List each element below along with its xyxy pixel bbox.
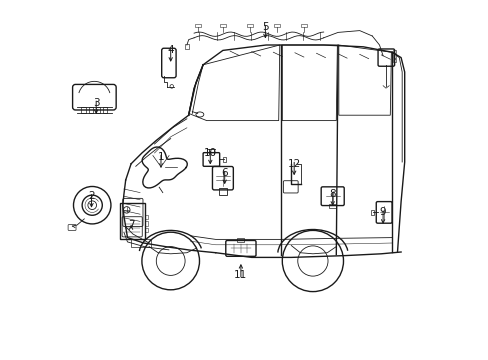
Text: 5: 5	[262, 22, 268, 32]
Text: 11: 11	[234, 270, 247, 280]
Text: 9: 9	[379, 207, 386, 217]
Text: 6: 6	[221, 168, 227, 178]
Bar	[328, 204, 336, 208]
Bar	[301, 24, 306, 27]
Text: 12: 12	[287, 159, 300, 169]
Bar	[219, 188, 226, 194]
Bar	[185, 44, 189, 49]
Bar	[223, 157, 226, 162]
Bar	[237, 238, 244, 242]
Bar	[120, 203, 144, 239]
Bar	[246, 24, 252, 27]
Bar	[96, 107, 100, 112]
Bar	[81, 107, 85, 112]
Text: 4: 4	[167, 45, 174, 55]
Text: 7: 7	[127, 220, 134, 230]
Bar	[392, 59, 395, 62]
Text: 1: 1	[157, 152, 164, 162]
Bar	[370, 210, 373, 215]
Bar	[144, 221, 147, 226]
Bar	[88, 107, 93, 112]
Bar	[131, 239, 151, 247]
Text: 8: 8	[329, 189, 335, 199]
Bar	[392, 50, 395, 53]
Text: 2: 2	[88, 191, 95, 201]
Text: 3: 3	[93, 98, 99, 108]
Bar	[144, 215, 147, 219]
Bar	[392, 54, 395, 58]
Bar	[220, 24, 225, 27]
Bar	[273, 24, 279, 27]
Text: 10: 10	[203, 148, 216, 158]
Bar	[103, 107, 107, 112]
Bar	[144, 228, 147, 232]
Bar	[194, 24, 200, 27]
